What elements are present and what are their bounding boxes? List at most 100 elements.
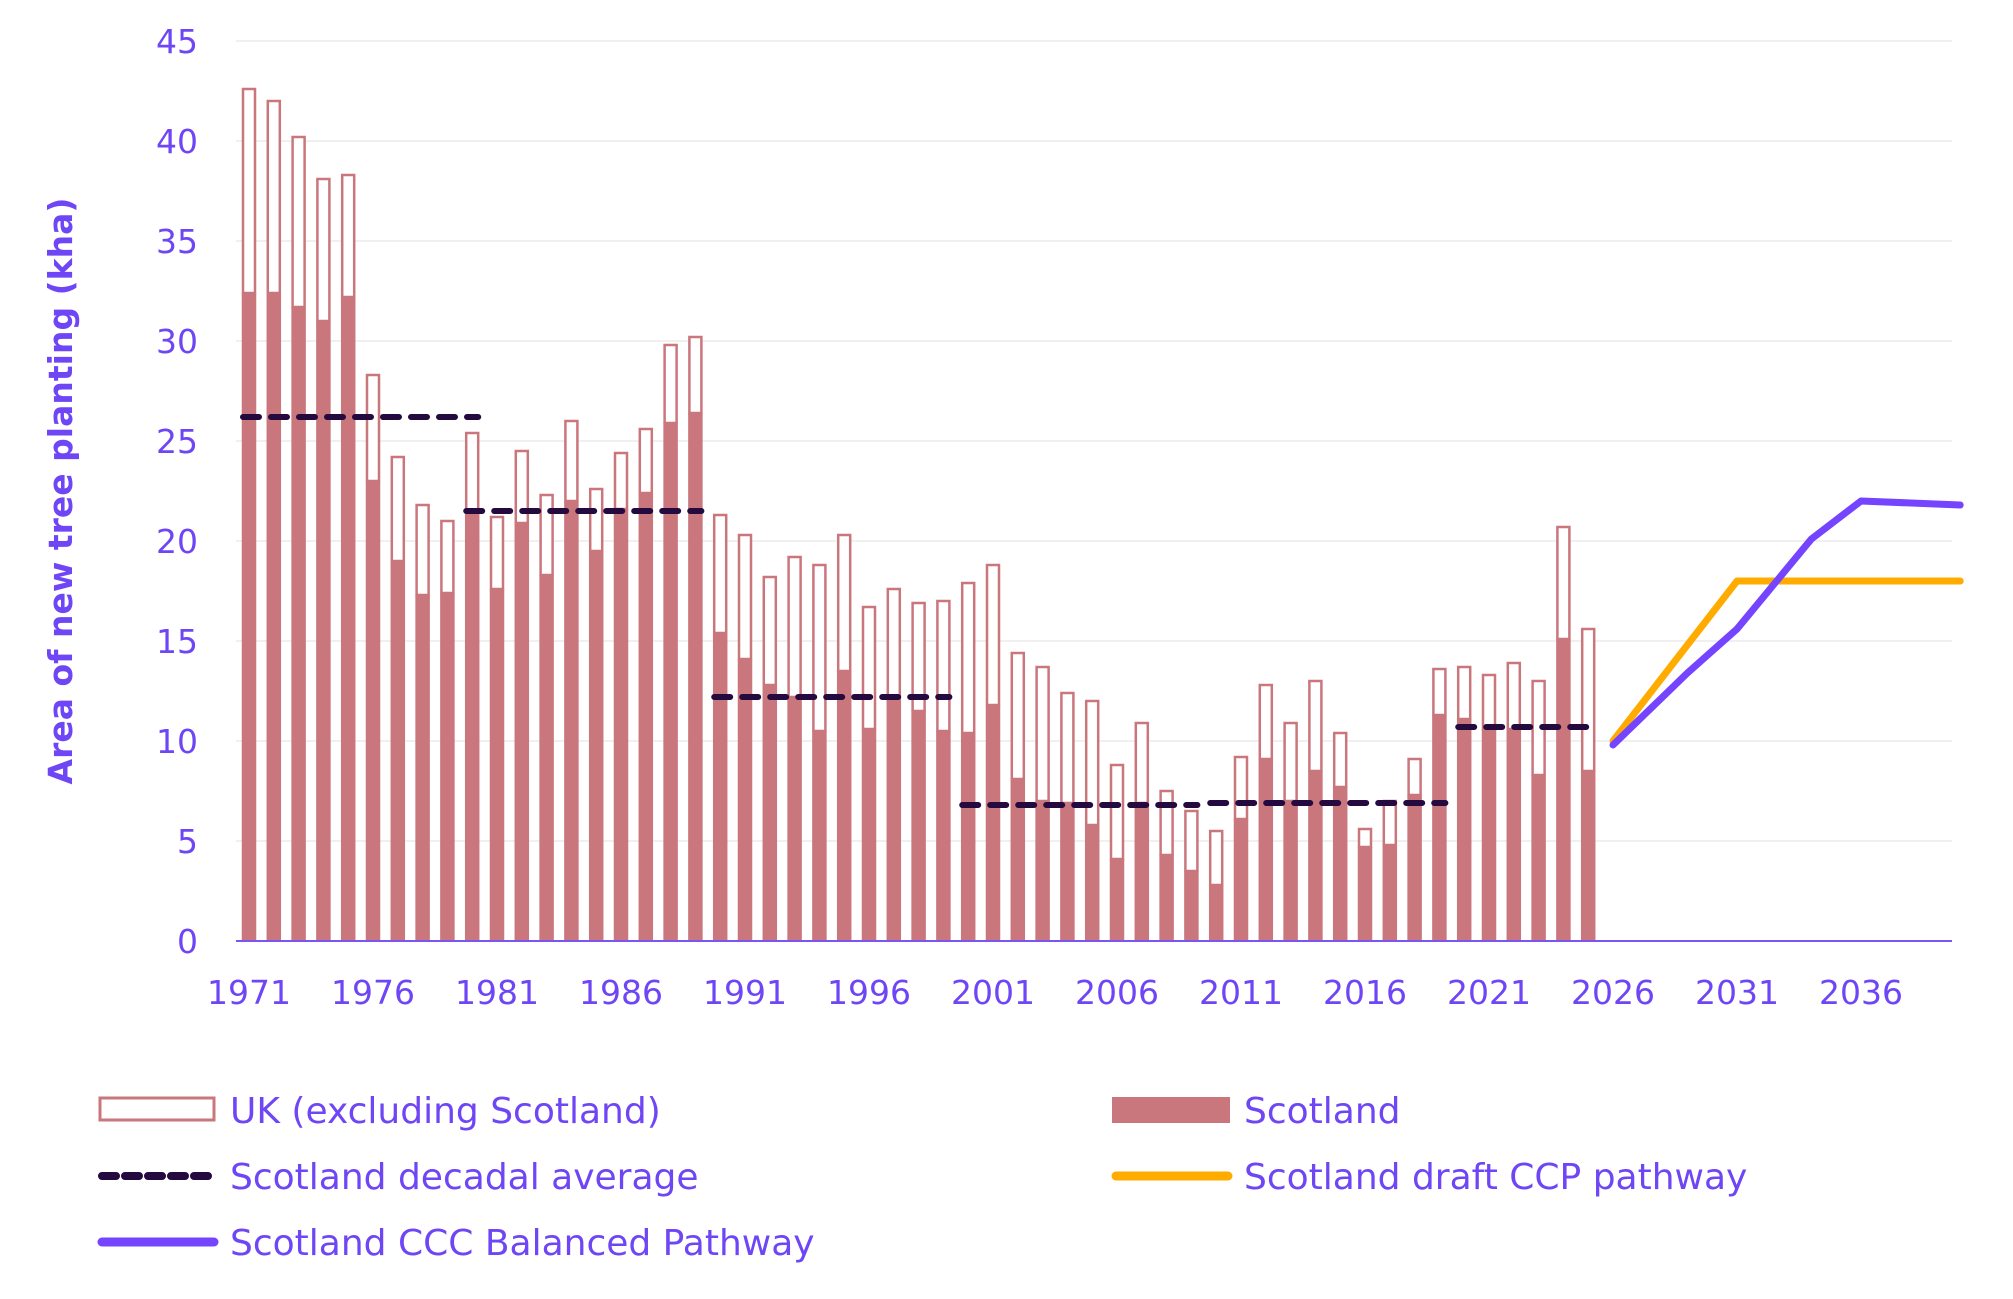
bar-scotland (464, 513, 480, 941)
y-tick-label: 30 (156, 322, 198, 361)
bar-scotland (1084, 825, 1100, 941)
y-axis-label: Area of new tree planting (kha) (41, 198, 80, 785)
legend-item: UK (excluding Scotland) (98, 1091, 661, 1132)
bar-scotland (241, 293, 257, 941)
bar-scotland (762, 685, 778, 941)
bar-uk-excl-scotland (440, 519, 455, 595)
draft-ccp-pathway-line (1609, 577, 1964, 745)
bar-scotland (1382, 845, 1398, 941)
bar-scotland (1531, 775, 1546, 941)
x-tick-label: 2006 (1075, 973, 1159, 1012)
legend-label: Scotland draft CCP pathway (1244, 1157, 1747, 1198)
bar-uk-excl-scotland (1382, 799, 1398, 847)
x-tick-label: 2026 (1571, 973, 1655, 1012)
y-tick-label: 0 (177, 922, 198, 961)
x-tick-label: 2036 (1819, 973, 1903, 1012)
bar-scotland (663, 423, 678, 941)
bar-uk-excl-scotland (1580, 627, 1596, 773)
bar-scotland (1184, 871, 1199, 941)
bar-uk-excl-scotland (1308, 679, 1323, 773)
bar-uk-excl-scotland (663, 343, 678, 425)
bar-scotland (1159, 855, 1174, 941)
bar-uk-excl-scotland (365, 373, 381, 483)
legend-label: Scotland CCC Balanced Pathway (230, 1223, 815, 1264)
bar-uk-excl-scotland (1332, 731, 1348, 789)
bar-uk-excl-scotland (1109, 763, 1125, 861)
bar-scotland (1580, 771, 1596, 941)
bar-uk-excl-scotland (1432, 667, 1447, 717)
bar-scotland (1233, 819, 1249, 941)
bar-scotland (489, 589, 505, 941)
bar-uk-excl-scotland (1407, 757, 1422, 797)
bar-scotland (1332, 787, 1348, 941)
bar-scotland (1258, 759, 1274, 941)
bar-uk-excl-scotland (712, 513, 728, 635)
bar-uk-excl-scotland (861, 605, 877, 731)
bar-scotland (1283, 801, 1298, 941)
bar-uk-excl-scotland (1233, 755, 1249, 821)
bar-uk-excl-scotland (316, 177, 331, 323)
bar-scotland (911, 711, 926, 941)
bar-uk-excl-scotland (390, 455, 406, 563)
legend-label: Scotland decadal average (230, 1157, 699, 1198)
bar-uk-excl-scotland (539, 493, 554, 577)
bar-scotland (390, 561, 406, 941)
bar-uk-excl-scotland (688, 335, 703, 415)
bar-scotland (1481, 729, 1497, 941)
ccc-balanced-pathway-line (1609, 497, 1964, 749)
bar-scotland (1134, 803, 1150, 941)
bar-uk-excl-scotland (1556, 525, 1571, 641)
legend-item: Scotland CCC Balanced Pathway (97, 1223, 815, 1264)
bar-uk-excl-scotland (1060, 691, 1075, 805)
decadal-average-lines (240, 414, 1598, 808)
bar-uk-excl-scotland (638, 427, 654, 495)
y-tick-label: 25 (156, 422, 198, 461)
y-axis-ticks: 0 5 10 15 20 25 30 35 40 45 (156, 22, 198, 961)
legend-swatch-outline (98, 1096, 216, 1122)
bar-scotland (836, 671, 852, 941)
bar-scotland (1432, 715, 1447, 941)
bar-uk-excl-scotland (936, 599, 951, 733)
bar-uk-excl-scotland (1506, 661, 1522, 731)
bar-scotland (588, 551, 604, 941)
bar-scotland (1060, 803, 1075, 941)
bar-uk-excl-scotland (1159, 789, 1174, 857)
bar-uk-excl-scotland (1208, 829, 1224, 887)
bar-uk-excl-scotland (489, 515, 505, 591)
bar-uk-excl-scotland (464, 431, 480, 515)
bar-scotland (365, 481, 381, 941)
legend: UK (excluding Scotland) Scotland Scotland … (97, 1091, 1747, 1264)
bar-scotland (861, 729, 877, 941)
bar-uk-excl-scotland (1357, 827, 1373, 849)
bar-uk-excl-scotland (1134, 721, 1150, 805)
bar-scotland (960, 733, 976, 941)
bar-scotland (1308, 771, 1323, 941)
bar-scotland (936, 731, 951, 941)
bar-scotland (985, 705, 1001, 941)
bar-scotland (514, 523, 530, 941)
x-tick-label: 1991 (703, 973, 787, 1012)
bar-scotland (291, 307, 306, 941)
legend-label: UK (excluding Scotland) (230, 1091, 661, 1132)
bar-uk-excl-scotland (1283, 721, 1298, 803)
x-tick-label: 2001 (951, 973, 1035, 1012)
bar-uk-excl-scotland (613, 451, 629, 511)
y-tick-label: 10 (156, 722, 198, 761)
x-tick-label: 2016 (1323, 973, 1407, 1012)
bar-uk-excl-scotland (1184, 809, 1199, 873)
bar-scotland (737, 659, 753, 941)
legend-item: Scotland decadal average (98, 1157, 699, 1198)
legend-label: Scotland (1244, 1091, 1401, 1132)
bar-scotland (712, 633, 728, 941)
bar-uk-excl-scotland (836, 533, 852, 673)
bar-uk-excl-scotland (787, 555, 802, 699)
bar-scotland (1456, 719, 1472, 941)
bar-scotland (564, 501, 579, 941)
x-tick-label: 1981 (455, 973, 539, 1012)
bar-scotland (1357, 847, 1373, 941)
bar-uk-excl-scotland (291, 135, 306, 309)
y-tick-label: 45 (156, 22, 198, 61)
bar-scotland (1208, 885, 1224, 941)
x-tick-label: 1986 (579, 973, 663, 1012)
